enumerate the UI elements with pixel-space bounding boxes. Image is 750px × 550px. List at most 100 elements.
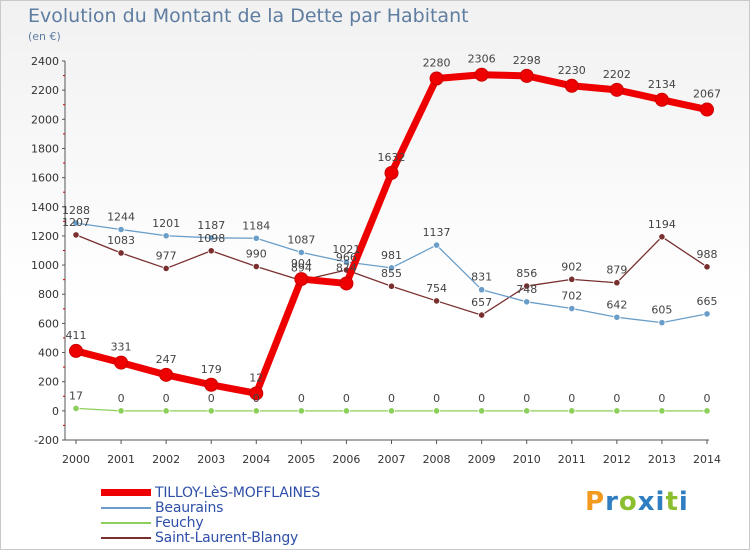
data-label: 1288 xyxy=(62,204,90,217)
legend-item[interactable]: TILLOY-LèS-MOFFLAINES xyxy=(101,484,321,501)
data-point xyxy=(117,249,125,257)
data-label: 0 xyxy=(613,392,620,405)
data-point xyxy=(613,407,621,415)
data-label: 12 xyxy=(249,371,263,384)
data-label: 2067 xyxy=(693,88,721,101)
data-label: 179 xyxy=(201,363,222,376)
data-point xyxy=(568,407,576,415)
data-label: 990 xyxy=(246,248,267,261)
data-point xyxy=(72,219,80,227)
data-label: 1632 xyxy=(378,151,406,164)
data-point xyxy=(523,282,531,290)
y-tick-label: 2400 xyxy=(31,55,59,68)
data-label: 2306 xyxy=(468,53,496,66)
x-tick-label: 2014 xyxy=(693,453,721,466)
data-point xyxy=(478,311,486,319)
x-tick-label: 2012 xyxy=(603,453,631,466)
data-point xyxy=(523,298,531,306)
proxiti-logo[interactable]: Proxiti xyxy=(585,487,689,517)
data-point xyxy=(658,319,666,327)
data-label: 879 xyxy=(606,264,627,277)
data-label: 657 xyxy=(471,296,492,309)
data-label: 856 xyxy=(516,267,537,280)
data-point xyxy=(519,68,534,83)
data-point xyxy=(658,233,666,241)
data-label: 0 xyxy=(118,392,125,405)
data-labels-layer: 1207 1083 977 1098 990 894 966 855 754 657 856 902 8… xyxy=(62,53,721,405)
logo-letter: r xyxy=(605,487,619,517)
data-label: 1244 xyxy=(107,211,135,224)
data-label: 0 xyxy=(478,392,485,405)
data-point xyxy=(703,263,711,271)
y-tick-label: 400 xyxy=(38,347,59,360)
y-tick-label: 0 xyxy=(52,405,59,418)
data-point xyxy=(387,282,396,290)
data-label: 0 xyxy=(388,392,395,405)
data-label: 702 xyxy=(561,290,582,303)
data-label: 894 xyxy=(291,262,312,275)
legend-swatch xyxy=(101,489,151,496)
axes: -200020040060080010001200140016001800200… xyxy=(31,55,721,466)
data-point xyxy=(252,262,260,271)
data-label: 247 xyxy=(156,353,177,366)
data-point xyxy=(249,386,264,401)
logo-letter: P xyxy=(585,487,606,517)
y-tick-label: -200 xyxy=(34,434,59,447)
data-point xyxy=(159,367,174,382)
logo-letter: o xyxy=(618,487,638,517)
data-label: 0 xyxy=(343,392,350,405)
data-point xyxy=(609,82,624,97)
data-point xyxy=(432,297,441,305)
data-label: 0 xyxy=(568,392,575,405)
logo-letter: t xyxy=(665,487,679,517)
data-label: 874 xyxy=(336,261,357,274)
y-tick-label: 600 xyxy=(38,317,59,330)
data-point xyxy=(658,407,666,415)
data-point xyxy=(568,275,576,283)
data-label: 831 xyxy=(471,271,492,284)
data-label: 0 xyxy=(253,392,260,405)
legend-item[interactable]: Saint-Laurent-Blangy xyxy=(101,530,320,546)
data-point xyxy=(523,407,531,415)
data-point xyxy=(72,404,80,412)
legend-label: TILLOY-LèS-MOFFLAINES xyxy=(155,484,321,501)
x-tick-label: 2005 xyxy=(287,453,315,466)
data-point xyxy=(384,165,399,180)
x-tick-label: 2004 xyxy=(242,453,270,466)
data-label: 642 xyxy=(606,298,627,311)
legend-item[interactable]: Beaurains xyxy=(101,499,320,516)
data-label: 2202 xyxy=(603,68,631,81)
data-label: 981 xyxy=(381,249,402,262)
data-label: 411 xyxy=(66,329,87,342)
data-point xyxy=(432,241,441,249)
x-tick-label: 2009 xyxy=(468,453,496,466)
data-label: 1194 xyxy=(648,218,676,231)
data-label: 0 xyxy=(208,392,215,405)
data-point xyxy=(703,310,711,318)
data-point xyxy=(207,407,215,415)
data-point xyxy=(342,407,351,415)
legend-label: Beaurains xyxy=(155,499,224,516)
data-point xyxy=(700,102,714,117)
data-label: 2280 xyxy=(423,56,451,69)
y-tick-label: 1000 xyxy=(31,259,59,272)
y-tick-label: 1200 xyxy=(31,230,59,243)
data-label: 0 xyxy=(163,392,170,405)
legend-item[interactable]: Feuchy xyxy=(101,514,320,531)
data-point xyxy=(568,304,576,313)
data-label: 605 xyxy=(651,304,672,317)
legend-swatch xyxy=(101,536,151,539)
x-tick-label: 2000 xyxy=(62,453,90,466)
data-point xyxy=(297,248,305,256)
y-tick-label: 800 xyxy=(38,288,59,301)
y-tick-label: 1400 xyxy=(31,201,59,214)
data-label: 1021 xyxy=(332,243,360,256)
data-point xyxy=(69,343,83,358)
y-tick-label: 1800 xyxy=(31,142,59,155)
y-tick-label: 2000 xyxy=(31,113,59,126)
legend-label: Feuchy xyxy=(155,514,204,531)
x-tick-label: 2010 xyxy=(513,453,541,466)
data-label: 1184 xyxy=(242,219,270,232)
